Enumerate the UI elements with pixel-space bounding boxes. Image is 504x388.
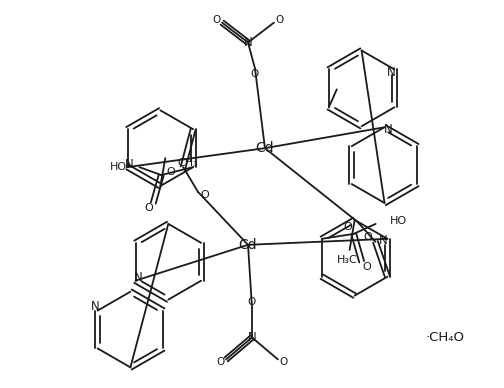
Text: N: N: [384, 123, 393, 136]
Text: O: O: [362, 262, 371, 272]
Text: N: N: [134, 271, 143, 284]
Text: CH₃: CH₃: [177, 158, 198, 168]
Text: ·CH₄O: ·CH₄O: [425, 331, 464, 343]
Text: O: O: [251, 69, 259, 80]
Text: O: O: [343, 222, 352, 232]
Text: HO: HO: [390, 216, 407, 226]
Text: Cd: Cd: [256, 141, 274, 155]
Text: O: O: [248, 296, 256, 307]
Text: O: O: [363, 232, 372, 242]
Text: H₃C: H₃C: [337, 255, 358, 265]
Text: N: N: [379, 234, 388, 247]
Text: N: N: [387, 66, 396, 79]
Text: O: O: [280, 357, 288, 367]
Text: O: O: [144, 203, 153, 213]
Text: O: O: [276, 15, 284, 24]
Text: Cd: Cd: [239, 238, 258, 252]
Text: HO: HO: [110, 162, 128, 172]
Text: N: N: [125, 158, 134, 171]
Text: N: N: [247, 331, 257, 344]
Text: N: N: [91, 300, 100, 313]
Text: O: O: [212, 15, 220, 24]
Text: O: O: [167, 167, 175, 177]
Text: O: O: [216, 357, 224, 367]
Text: N: N: [243, 36, 253, 49]
Text: O: O: [201, 190, 210, 200]
